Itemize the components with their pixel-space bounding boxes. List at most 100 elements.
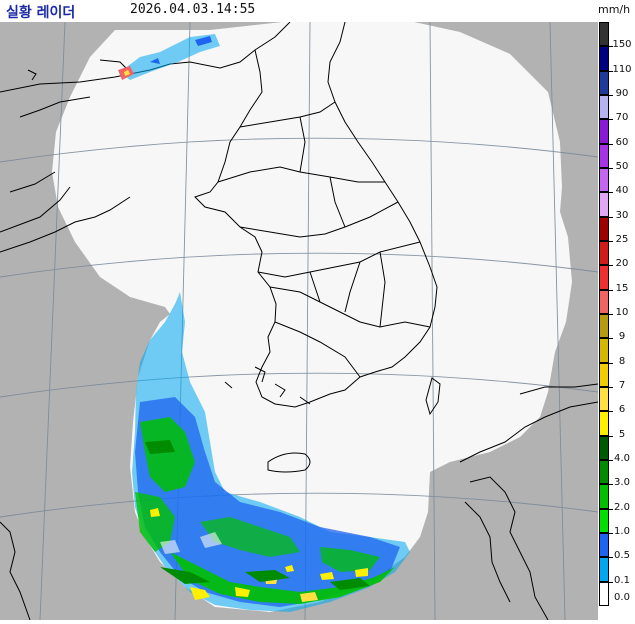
- legend-tick: [609, 94, 613, 96]
- coastlines: [0, 21, 599, 621]
- legend-swatch: [599, 46, 609, 71]
- legend-row: 50: [598, 143, 635, 172]
- legend-label: 5: [618, 428, 626, 440]
- legend-swatch: [599, 241, 609, 266]
- legend-bottom-label: 0.0: [614, 592, 630, 603]
- legend-row: 60: [598, 119, 635, 148]
- legend-row: 110: [598, 46, 635, 75]
- legend-row: 90: [598, 70, 635, 99]
- legend-swatch: [599, 362, 609, 387]
- legend-row: 3.0: [598, 460, 635, 488]
- legend-tick: [609, 240, 613, 242]
- legend-tick: [609, 143, 613, 145]
- legend-swatch: [599, 338, 609, 363]
- legend-row: 7: [598, 362, 635, 391]
- legend-label: 150: [612, 39, 632, 51]
- legend-label: 0.1: [614, 574, 630, 586]
- legend-label: 2.0: [614, 501, 630, 513]
- legend-tick: [609, 484, 613, 486]
- legend-row: 8: [598, 338, 635, 367]
- legend-row: 10: [598, 289, 635, 318]
- legend-swatch: [599, 143, 609, 168]
- legend-label: 15: [615, 282, 629, 294]
- legend-tick: [609, 265, 613, 267]
- legend-label: 60: [615, 136, 629, 148]
- precipitation-legend: 150 110 90 70 60 50 40 30 25 20 15 10 9 8 7 6 5 4.0 3.0 2.0…: [598, 22, 635, 606]
- legend-label: 50: [615, 160, 629, 172]
- header-bar: 실황 레이더 2026.04.03.14:55 mm/h: [0, 0, 635, 22]
- legend-tick: [609, 435, 613, 437]
- legend-label: 0.5: [614, 550, 630, 562]
- legend-swatch: [599, 581, 609, 606]
- legend-label: 30: [615, 209, 629, 221]
- legend-row: 20: [598, 241, 635, 269]
- legend-label: 10: [615, 306, 629, 318]
- legend-row: 9: [598, 314, 635, 342]
- legend-swatch: [599, 387, 609, 412]
- legend-label: 7: [618, 379, 626, 391]
- legend-row: 25: [598, 216, 635, 245]
- legend-tick: [609, 46, 613, 48]
- radar-title: 실황 레이더: [6, 5, 76, 21]
- legend-tick: [609, 167, 613, 169]
- legend-tick: [609, 338, 613, 340]
- legend-tick: [609, 581, 613, 583]
- radar-map[interactable]: [0, 20, 599, 621]
- legend-swatch: [599, 70, 609, 95]
- legend-tick: [609, 508, 613, 510]
- legend-tick: [609, 70, 613, 72]
- legend-swatch: [599, 22, 609, 47]
- legend-row: 0.1: [598, 557, 635, 586]
- legend-swatch: [599, 314, 609, 339]
- legend-row: 70: [598, 95, 635, 123]
- legend-swatch: [599, 289, 609, 314]
- legend-row: [598, 581, 635, 606]
- legend-tick: [609, 216, 613, 218]
- legend-label: 70: [615, 112, 629, 124]
- legend-row: 2.0: [598, 484, 635, 513]
- legend-label: 25: [615, 233, 629, 245]
- radar-map-svg: [0, 20, 599, 621]
- legend-row: 1.0: [598, 508, 635, 537]
- legend-swatch: [599, 557, 609, 582]
- legend-swatch: [599, 411, 609, 436]
- legend-swatch: [599, 168, 609, 193]
- legend-tick: [609, 313, 613, 315]
- legend-tick: [609, 192, 613, 194]
- legend-row: 40: [598, 168, 635, 196]
- legend-swatch: [599, 533, 609, 558]
- legend-tick: [609, 289, 613, 291]
- legend-swatch: [599, 192, 609, 217]
- legend-label: 40: [615, 185, 629, 197]
- legend-tick: [609, 557, 613, 559]
- radar-timestamp: 2026.04.03.14:55: [130, 2, 256, 17]
- legend-row: 0.5: [598, 533, 635, 561]
- unit-label: mm/h: [598, 3, 631, 16]
- legend-tick: [609, 459, 613, 461]
- legend-label: 1.0: [614, 525, 630, 537]
- legend-row: 6: [598, 387, 635, 415]
- legend-label: 8: [618, 355, 626, 367]
- legend-swatch: [599, 484, 609, 509]
- legend-swatch: [599, 435, 609, 460]
- legend-label: 3.0: [614, 477, 630, 489]
- legend-row: 15: [598, 265, 635, 294]
- legend-swatch: [599, 508, 609, 533]
- legend-row: 5: [598, 411, 635, 440]
- legend-label: 6: [618, 404, 626, 416]
- legend-swatch: [599, 216, 609, 241]
- legend-tick: [609, 411, 613, 413]
- legend-label: 90: [615, 87, 629, 99]
- legend-tick: [609, 386, 613, 388]
- legend-label: 4.0: [614, 452, 630, 464]
- legend-row: 30: [598, 192, 635, 221]
- legend-label: 9: [618, 331, 626, 343]
- legend-swatch: [599, 460, 609, 485]
- legend-tick: [609, 362, 613, 364]
- legend-row: 4.0: [598, 435, 635, 464]
- legend-swatch: [599, 95, 609, 120]
- precipitation-echoes: [118, 34, 410, 612]
- legend-label: 110: [612, 63, 632, 75]
- legend-label: 20: [615, 258, 629, 270]
- legend-tick: [609, 532, 613, 534]
